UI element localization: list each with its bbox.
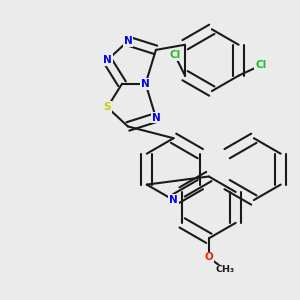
Text: S: S [103, 102, 111, 112]
Text: N: N [169, 195, 178, 205]
Text: O: O [205, 253, 213, 262]
Text: N: N [141, 79, 150, 89]
Text: Cl: Cl [169, 50, 180, 60]
Text: N: N [124, 36, 132, 46]
Text: N: N [103, 55, 112, 65]
Text: N: N [152, 112, 160, 123]
Text: CH₃: CH₃ [215, 265, 235, 274]
Text: Cl: Cl [255, 60, 266, 70]
